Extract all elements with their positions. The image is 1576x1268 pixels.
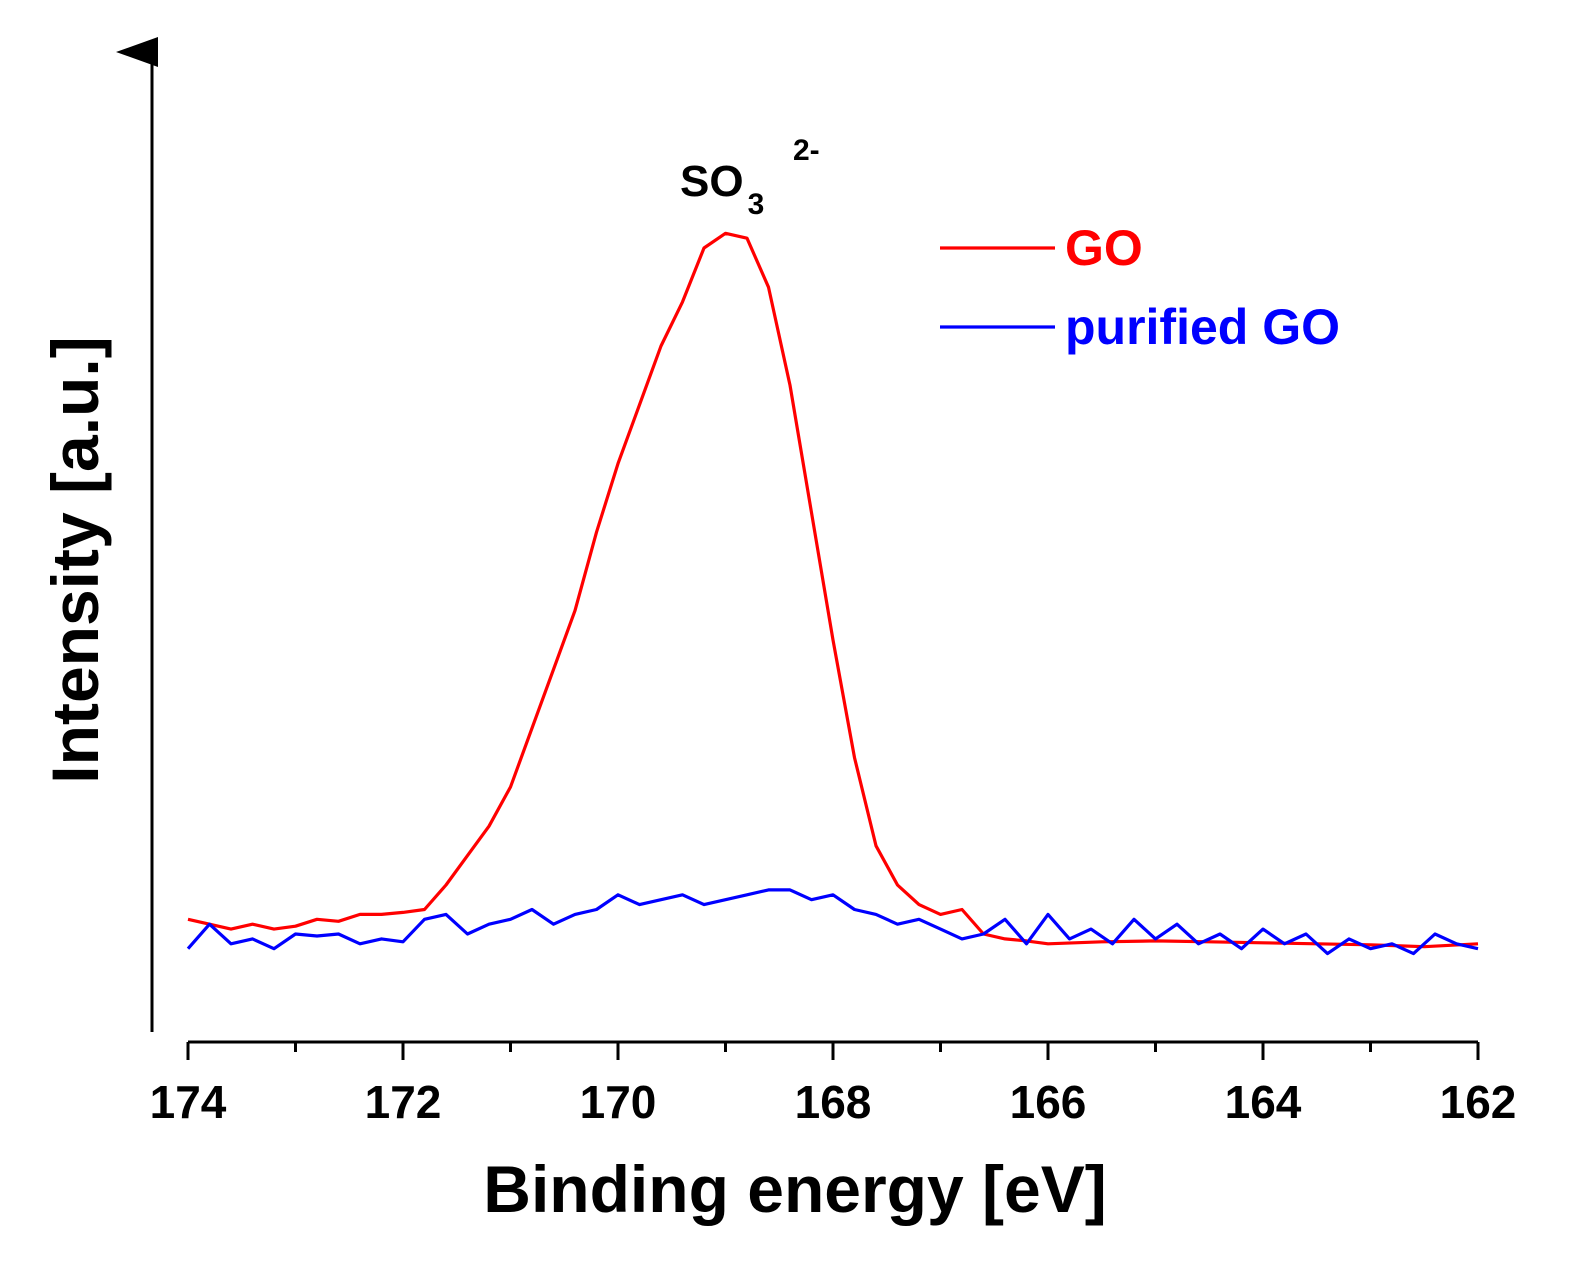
legend: GO purified GO	[940, 220, 1340, 355]
peak-annotation: SO 3	[680, 157, 764, 221]
x-tick-label: 166	[1010, 1076, 1087, 1128]
legend-label-purified-go: purified GO	[1065, 299, 1340, 355]
annotation-base: SO	[680, 157, 744, 206]
series-line-purified-go	[186, 888, 1479, 956]
series-line-go	[187, 231, 1479, 949]
x-tick-label: 172	[365, 1076, 442, 1128]
x-axis-title: Binding energy [eV]	[483, 1152, 1106, 1226]
legend-label-go: GO	[1065, 220, 1143, 276]
annotation-subscript: 3	[748, 188, 765, 221]
x-tick-label: 162	[1440, 1076, 1517, 1128]
x-tick-label: 170	[580, 1076, 657, 1128]
annotation-superscript: 2-	[793, 134, 820, 167]
y-axis-title: Intensity [a.u.]	[38, 336, 112, 783]
x-ticks	[186, 1042, 1480, 1060]
x-tick-label: 164	[1225, 1076, 1302, 1128]
x-tick-label: 168	[795, 1076, 872, 1128]
x-tick-label: 174	[150, 1076, 227, 1128]
x-tick-labels: 174 172 170 168 166 164 162	[150, 1076, 1517, 1128]
